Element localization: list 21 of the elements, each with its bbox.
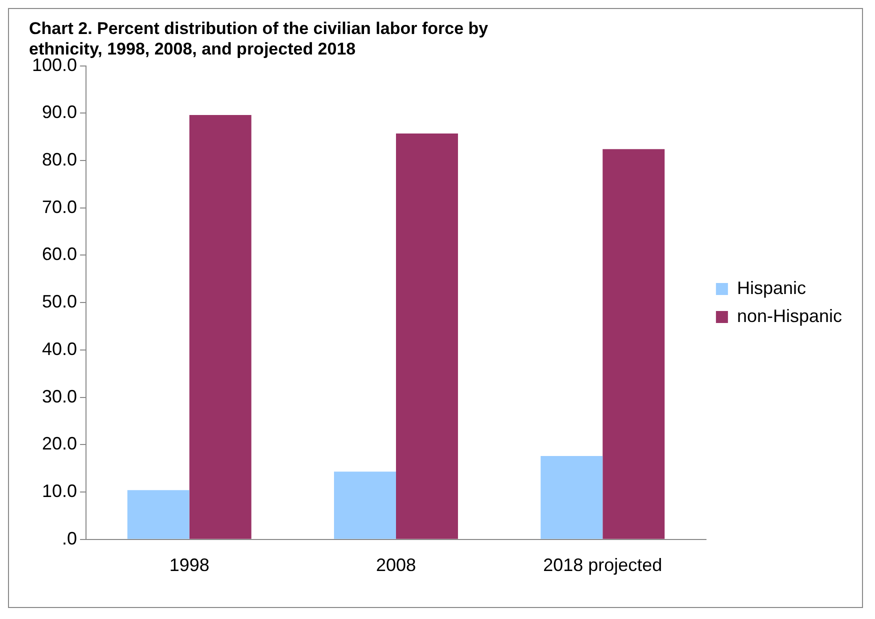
legend-label: non-Hispanic: [736, 306, 842, 326]
y-tick-label: 60.0: [42, 244, 78, 264]
y-tick-label: 90.0: [42, 102, 78, 122]
y-tick-label: .0: [62, 528, 78, 548]
legend-label: Hispanic: [736, 278, 806, 298]
y-tick-label: 40.0: [42, 338, 78, 359]
y-tick-label: 20.0: [42, 434, 78, 454]
x-tick-label: 2008: [376, 555, 416, 576]
bar: [127, 490, 190, 539]
y-tick-label: 10.0: [42, 481, 78, 502]
x-tick-label: 1998: [169, 555, 210, 576]
bar: [540, 456, 603, 539]
bar: [602, 149, 665, 539]
bar: [334, 472, 396, 539]
bar: [396, 134, 458, 539]
y-tick-label: 50.0: [42, 292, 78, 312]
x-tick-label: 2018 projected: [543, 555, 662, 576]
y-tick-label: 70.0: [42, 196, 78, 217]
bar: [189, 115, 252, 539]
y-tick-label: 30.0: [42, 386, 78, 406]
y-tick-label: 80.0: [42, 149, 78, 170]
